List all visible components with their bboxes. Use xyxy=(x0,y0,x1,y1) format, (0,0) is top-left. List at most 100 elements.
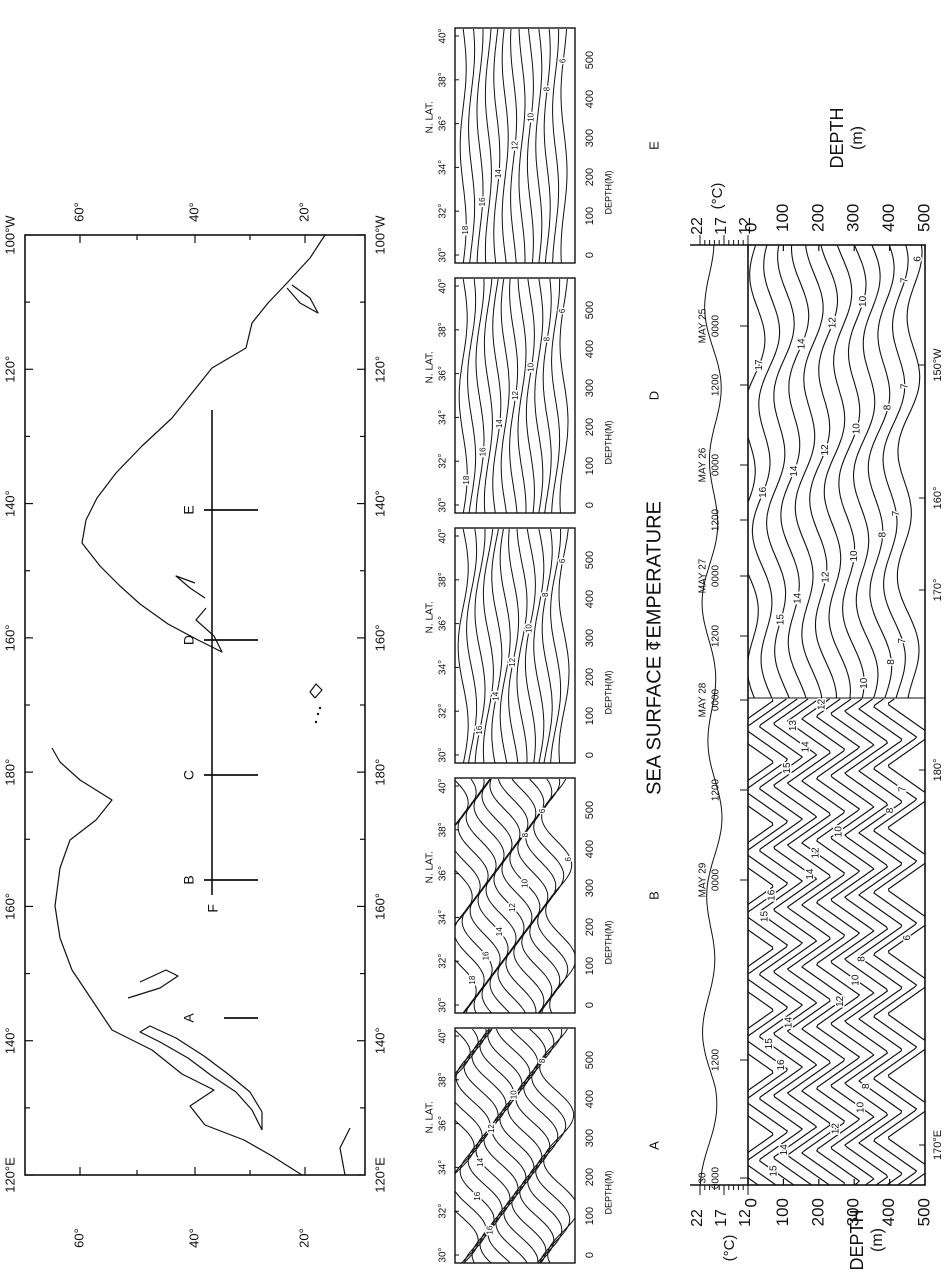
depth-label: 300 xyxy=(584,879,596,897)
longitude-label: 120° xyxy=(2,356,17,383)
panel-label: A xyxy=(646,1141,661,1150)
latitude-label: 20° xyxy=(296,202,311,222)
depth-label: 200 xyxy=(808,204,827,232)
depth-label: 400 xyxy=(584,590,596,608)
depth-label: 0 xyxy=(584,752,596,758)
longitude-label: 160° xyxy=(2,624,17,651)
isotherm-label: 12 xyxy=(820,444,831,456)
isotherm-label: 8 xyxy=(883,404,894,410)
panel-label: E xyxy=(646,141,661,150)
longitude-label: 140° xyxy=(372,490,387,517)
time-label: 1200 xyxy=(711,508,722,531)
isotherm-label: 7 xyxy=(899,277,910,283)
longitude-label: 140° xyxy=(372,1027,387,1054)
time-label: 1200 xyxy=(711,624,722,647)
depth-title: DEPTH xyxy=(827,107,847,168)
isotherm-label: 14 xyxy=(495,927,504,936)
time-day: 30 xyxy=(698,1172,709,1184)
transect-label: E xyxy=(181,505,197,514)
transect-label: A xyxy=(181,1013,197,1023)
isotherm-label: 6 xyxy=(538,808,547,813)
isotherm-label: 7 xyxy=(897,786,908,792)
depth-label: 300 xyxy=(584,379,596,397)
isotherm-label: 6 xyxy=(902,934,913,940)
isotherm-label: 12 xyxy=(508,657,517,666)
depth-label: 100 xyxy=(584,207,596,225)
time-label: 1200 xyxy=(711,1048,722,1071)
depth-label: 500 xyxy=(584,801,596,819)
isotherm-label: 16 xyxy=(473,1191,482,1200)
depth-label: 200 xyxy=(584,418,596,436)
depth-label: 0 xyxy=(584,1002,596,1008)
latitude-title: N. LAT. xyxy=(425,851,436,883)
depth-label: 500 xyxy=(584,1051,596,1069)
isotherm-label: 15 xyxy=(769,1165,780,1177)
latitude-label: 30° xyxy=(438,497,449,512)
latitude-label: 38° xyxy=(438,1072,449,1087)
latitude-label: 32° xyxy=(438,1204,449,1219)
time-label: 0000 xyxy=(711,1166,722,1189)
latitude-label: 40° xyxy=(438,778,449,793)
latitude-label: 60° xyxy=(71,202,86,222)
isotherm-label: 10 xyxy=(849,550,860,562)
latitude-label: 40° xyxy=(438,1028,449,1043)
longitude-label: 140° xyxy=(2,1027,17,1054)
latitude-label: 60° xyxy=(71,1228,86,1248)
time-label: 1200 xyxy=(711,778,722,801)
isotherm-label: 12 xyxy=(511,391,520,400)
latitude-label: 30° xyxy=(438,997,449,1012)
isotherm-label: 13 xyxy=(788,720,799,732)
latitude-label: 36° xyxy=(438,866,449,881)
latitude-label: 32° xyxy=(438,454,449,469)
isotherm-label: 15 xyxy=(776,614,787,626)
latitude-label: 40° xyxy=(438,278,449,293)
depth-label: 500 xyxy=(584,551,596,569)
isotherm-label: 14 xyxy=(476,1157,485,1166)
longitude-label: 180° xyxy=(372,759,387,786)
latitude-label: 38° xyxy=(438,72,449,87)
isotherm-label: 16 xyxy=(776,1059,787,1071)
latitude-label: 30° xyxy=(438,1247,449,1262)
time-day: MAY 29 xyxy=(698,862,709,897)
latitude-label: 40° xyxy=(186,1228,201,1248)
depth-label: 500 xyxy=(584,301,596,319)
depth-label: 200 xyxy=(584,668,596,686)
island xyxy=(319,707,321,709)
depth-label: 500 xyxy=(914,1198,933,1226)
isotherm-label: 8 xyxy=(885,807,896,813)
temperature-label: 17 xyxy=(713,1209,730,1227)
isotherm-label: 14 xyxy=(792,592,803,604)
isotherm-label: 6 xyxy=(558,58,567,63)
latitude-label: 34° xyxy=(438,160,449,175)
latitude-label: 36° xyxy=(438,116,449,131)
time-label: 0000 xyxy=(711,688,722,711)
latitude-label: 36° xyxy=(438,1116,449,1131)
isotherm-label: 8 xyxy=(541,592,550,597)
latitude-label: 38° xyxy=(438,822,449,837)
latitude-title: N. LAT. xyxy=(425,351,436,383)
isotherm-label: 12 xyxy=(810,847,821,859)
depth-label: 100 xyxy=(773,204,792,232)
isotherm-label: 10 xyxy=(855,1101,866,1113)
isotherm-label: 12 xyxy=(835,995,846,1007)
isotherm-label: 7 xyxy=(897,638,908,644)
depth-label: 400 xyxy=(584,90,596,108)
longitude-label: 180° xyxy=(932,759,944,782)
latitude-label: 38° xyxy=(438,572,449,587)
isotherm-label: 7 xyxy=(899,383,910,389)
isotherm-label: 15 xyxy=(782,762,793,774)
isotherm-label: 18 xyxy=(461,225,470,234)
temperature-label: 22 xyxy=(689,1209,706,1227)
longitude-label: 170° xyxy=(932,579,944,602)
isotherm-label: 8 xyxy=(886,659,897,665)
time-day: MAY 25 xyxy=(698,308,709,343)
isotherm-label: 6 xyxy=(564,856,573,861)
isotherm-label: 8 xyxy=(856,956,867,962)
latitude-title: N. LAT. xyxy=(425,101,436,133)
depth-label: 300 xyxy=(844,204,863,232)
transect-label: F xyxy=(205,904,221,913)
longitude-label: 100°W xyxy=(372,215,387,255)
depth-label: 0 xyxy=(584,502,596,508)
depth-label: 400 xyxy=(584,1090,596,1108)
latitude-label: 32° xyxy=(438,204,449,219)
